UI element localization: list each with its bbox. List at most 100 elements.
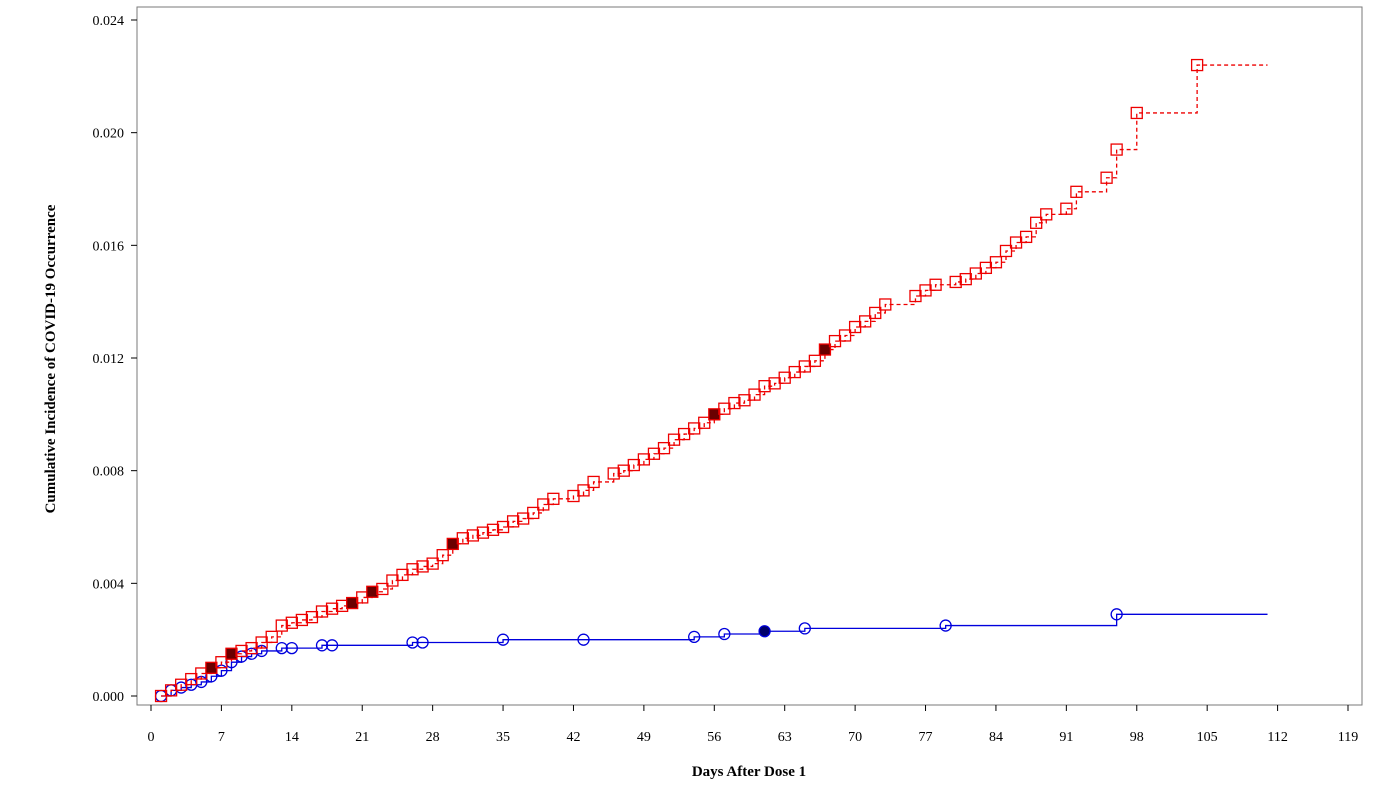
- y-tick-label: 0.004: [93, 577, 125, 592]
- y-axis: 0.000 0.004 0.008 0.012 0.016 0.020 0.024: [93, 14, 137, 705]
- series-1-point: [748, 388, 761, 401]
- series-0-point: [798, 622, 811, 635]
- series-1-point: [486, 523, 500, 536]
- x-tick-label: 84: [989, 730, 1003, 745]
- series-1-point: [406, 563, 419, 576]
- series-1-point: [657, 441, 671, 455]
- series-1-point: [1060, 202, 1073, 215]
- series-0-point: [406, 636, 419, 649]
- series-0-point: [939, 619, 952, 632]
- series-1-point: [1030, 216, 1043, 229]
- series-1-point: [1190, 58, 1204, 72]
- series-1-point: [366, 585, 379, 598]
- series-1-point: [1040, 208, 1053, 221]
- y-tick-label: 0.016: [93, 239, 125, 254]
- x-tick-label: 105: [1197, 730, 1218, 745]
- series-1-point: [758, 380, 771, 393]
- series-1-point: [607, 467, 620, 480]
- y-axis-title: Cumulative Incidence of COVID-19 Occurre…: [43, 204, 59, 513]
- series-1-line: [161, 64, 1268, 697]
- series-1-point: [1070, 185, 1083, 198]
- series-1-point: [416, 560, 429, 573]
- x-tick-label: 63: [778, 730, 792, 745]
- series-0-point: [1110, 608, 1123, 621]
- series-1-point: [547, 492, 560, 505]
- x-tick-label: 42: [566, 730, 580, 745]
- x-axis: 0 7 14 21 28 35 42 49 56 63 70 77 84 91 98 105 112 119: [148, 705, 1358, 745]
- series-0-point: [758, 625, 771, 638]
- series-layer: [154, 58, 1268, 703]
- y-tick-label: 0.000: [93, 690, 125, 705]
- series-1-point: [466, 529, 480, 542]
- series-1-point: [698, 416, 711, 429]
- series-1-point: [376, 582, 389, 596]
- series-1-point: [456, 532, 469, 545]
- series-1-point: [587, 475, 600, 489]
- x-axis-title: Days After Dose 1: [692, 764, 806, 780]
- series-1-point: [295, 613, 309, 627]
- series-1-point: [929, 278, 942, 291]
- series-1-point: [325, 602, 339, 615]
- series-1-point: [1130, 106, 1143, 120]
- series-0-point: [688, 630, 701, 643]
- series-1-point: [818, 343, 832, 356]
- x-tick-label: 112: [1267, 730, 1287, 745]
- series-1-point: [476, 526, 490, 539]
- x-tick-label: 70: [848, 730, 862, 745]
- series-0-point: [416, 636, 429, 649]
- series-1-point: [285, 616, 298, 629]
- x-tick-label: 56: [707, 730, 721, 745]
- series-0-line: [161, 613, 1268, 697]
- series-1-point: [506, 515, 520, 528]
- series-1-point: [808, 354, 822, 367]
- series-1-point: [436, 549, 449, 562]
- x-tick-label: 49: [637, 730, 651, 745]
- series-1-point: [235, 644, 248, 658]
- series-1-point: [708, 408, 721, 421]
- series-1-point: [838, 329, 852, 342]
- series-1-point: [989, 256, 1003, 269]
- series-1-point: [879, 298, 892, 311]
- series-0-point: [255, 644, 268, 658]
- x-tick-label: 98: [1130, 730, 1144, 745]
- x-tick-label: 119: [1338, 730, 1358, 745]
- series-1-point: [869, 306, 882, 320]
- series-0-point: [315, 639, 329, 652]
- series-1-point: [527, 506, 540, 520]
- series-0-point: [285, 641, 298, 655]
- series-1-point: [346, 596, 359, 610]
- series-0-point: [496, 633, 510, 646]
- series-1-point: [265, 630, 278, 643]
- x-tick-label: 91: [1059, 730, 1073, 745]
- series-0-point: [718, 627, 731, 641]
- y-tick-label: 0.008: [93, 465, 125, 480]
- series-1-point: [949, 275, 962, 289]
- plot-frame: [136, 6, 1363, 706]
- series-0-point: [275, 641, 288, 655]
- series-0-point: [577, 633, 590, 646]
- x-tick-label: 21: [355, 730, 369, 745]
- x-tick-label: 28: [426, 730, 440, 745]
- series-1-point: [1100, 171, 1113, 184]
- x-tick-label: 77: [919, 730, 933, 745]
- series-1-point: [426, 557, 439, 570]
- series-1-point: [315, 605, 329, 618]
- series-0-point: [325, 639, 339, 652]
- series-1-point: [446, 537, 459, 551]
- series-1-point: [859, 315, 872, 328]
- x-tick-label: 35: [496, 730, 510, 745]
- series-1-point: [225, 647, 238, 660]
- series-1-point: [205, 661, 218, 674]
- x-tick-label: 7: [218, 730, 225, 745]
- series-1-point: [1110, 143, 1123, 156]
- series-1-point: [1019, 230, 1033, 244]
- y-tick-label: 0.020: [93, 127, 125, 142]
- x-tick-label: 14: [285, 730, 299, 745]
- series-1-point: [577, 484, 590, 497]
- series-1-point: [999, 244, 1013, 258]
- series-1-point: [215, 656, 228, 669]
- series-1-point: [728, 396, 741, 410]
- y-tick-label: 0.024: [93, 14, 125, 29]
- y-tick-label: 0.012: [93, 352, 125, 367]
- x-tick-label: 0: [148, 730, 155, 745]
